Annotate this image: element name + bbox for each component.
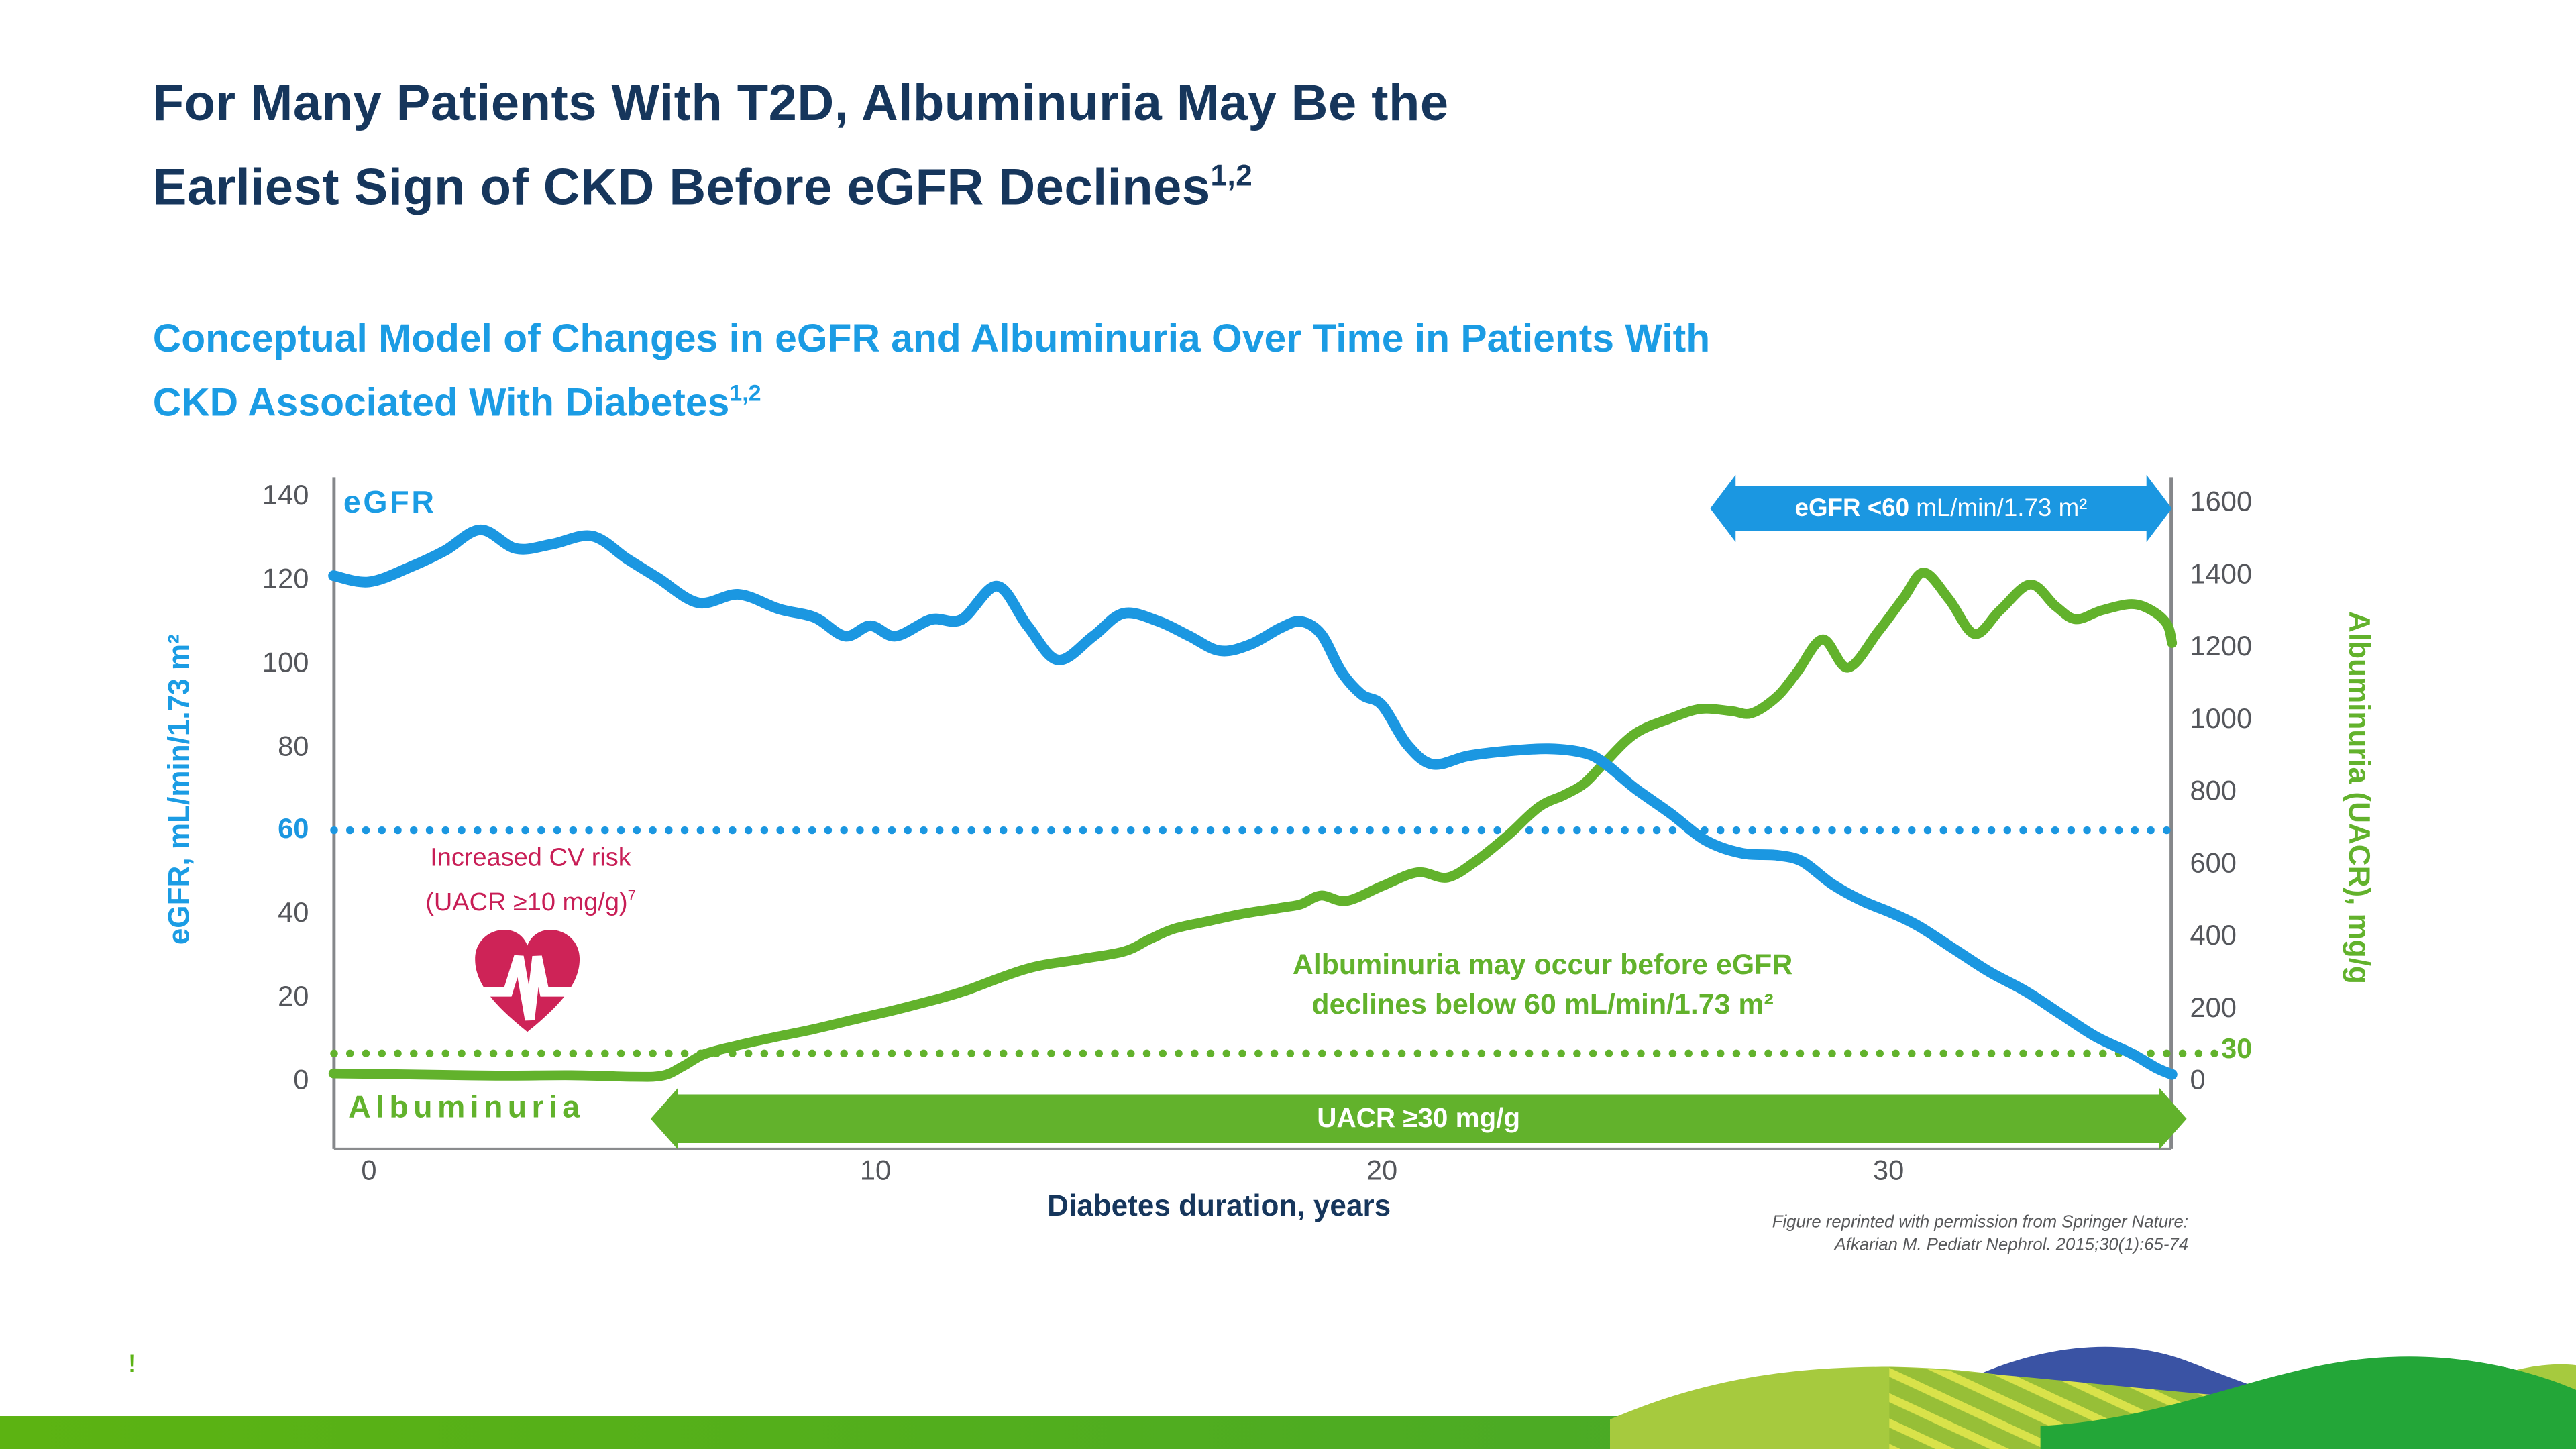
citation-line1: Figure reprinted with permission from Sp… xyxy=(1772,1212,2189,1232)
y-axis-right-title: Albuminuria (UACR), mg/g xyxy=(2342,610,2375,983)
egfr-curve xyxy=(328,524,2178,1080)
y-tick-right: 800 xyxy=(2190,775,2237,806)
x-tick: 30 xyxy=(1872,1155,1904,1187)
y-tick-right: 0 xyxy=(2190,1064,2206,1095)
y-tick-left: 40 xyxy=(278,897,309,929)
citation-line2: Afkarian M. Pediatr Nephrol. 2015;30(1):… xyxy=(1834,1235,2189,1256)
y-tick-left: 120 xyxy=(262,563,309,595)
title-superscript: 1,2 xyxy=(1210,159,1253,193)
chart-area: eGFR, mL/min/1.73 m² Albuminuria (UACR),… xyxy=(0,443,2576,1297)
title-line1: For Many Patients With T2D, Albuminuria … xyxy=(152,74,1449,131)
x-tick: 0 xyxy=(361,1155,377,1187)
y-tick-left: 60 xyxy=(278,814,309,845)
y-tick-right: 400 xyxy=(2190,919,2237,951)
x-axis-title: Diabetes duration, years xyxy=(1047,1189,1391,1223)
y-tick-right: 200 xyxy=(2190,991,2237,1024)
citation: Figure reprinted with permission from Sp… xyxy=(1364,1211,2188,1257)
albuminuria-curve xyxy=(328,568,2178,1082)
y-axis-left-title: eGFR, mL/min/1.73 m² xyxy=(163,633,197,944)
y-tick-right: 1600 xyxy=(2190,485,2253,517)
cv-risk-note: Increased CV risk (UACR ≥10 mg/g)7 xyxy=(356,839,704,922)
y-tick-right: 1000 xyxy=(2190,702,2253,734)
y-tick-left: 0 xyxy=(293,1064,309,1095)
y-tick-left: 140 xyxy=(262,480,309,511)
exclamation-mark: ! xyxy=(128,1350,137,1379)
y-tick-left: 20 xyxy=(278,981,309,1012)
y-tick-right: 600 xyxy=(2190,847,2237,879)
y-tick-right-30: 30 xyxy=(2221,1033,2253,1065)
heart-pulse-icon xyxy=(467,922,588,1045)
albuminuria-note-line2: declines below 60 mL/min/1.73 m² xyxy=(1311,987,1774,1020)
x-tick: 10 xyxy=(859,1155,892,1187)
y-tick-right: 1400 xyxy=(2190,557,2253,590)
footer-hills xyxy=(0,1346,2576,1449)
egfr-banner-rest: mL/min/1.73 m² xyxy=(1909,494,2088,523)
footer-hill-green xyxy=(2040,1356,2576,1449)
cv-risk-line1: Increased CV risk xyxy=(430,844,631,873)
subtitle-line2: CKD Associated With Diabetes xyxy=(152,381,730,426)
cv-risk-line2: (UACR ≥10 mg/g) xyxy=(425,889,628,917)
uacr-banner-text: UACR ≥30 mg/g xyxy=(1317,1103,1521,1133)
albuminuria-series-label: Albuminuria xyxy=(348,1091,585,1126)
egfr-banner-bold: eGFR <60 xyxy=(1794,494,1910,523)
cv-risk-superscript: 7 xyxy=(627,887,636,904)
y-tick-right: 1200 xyxy=(2190,630,2253,662)
albuminuria-note: Albuminuria may occur before eGFR declin… xyxy=(1212,945,1872,1024)
uacr-banner: UACR ≥30 mg/g xyxy=(650,1087,2187,1150)
y-tick-left: 80 xyxy=(278,730,309,762)
chart-subtitle: Conceptual Model of Changes in eGFR and … xyxy=(153,312,1710,430)
egfr-series-label: eGFR xyxy=(343,486,437,521)
subtitle-superscript: 1,2 xyxy=(729,379,761,406)
title-line2: Earliest Sign of CKD Before eGFR Decline… xyxy=(152,158,1211,216)
page-title: For Many Patients With T2D, Albuminuria … xyxy=(153,66,1449,224)
y-tick-left: 100 xyxy=(262,647,309,678)
x-tick: 20 xyxy=(1366,1155,1398,1187)
albuminuria-note-line1: Albuminuria may occur before eGFR xyxy=(1292,948,1793,981)
subtitle-line1: Conceptual Model of Changes in eGFR and … xyxy=(152,317,1711,362)
